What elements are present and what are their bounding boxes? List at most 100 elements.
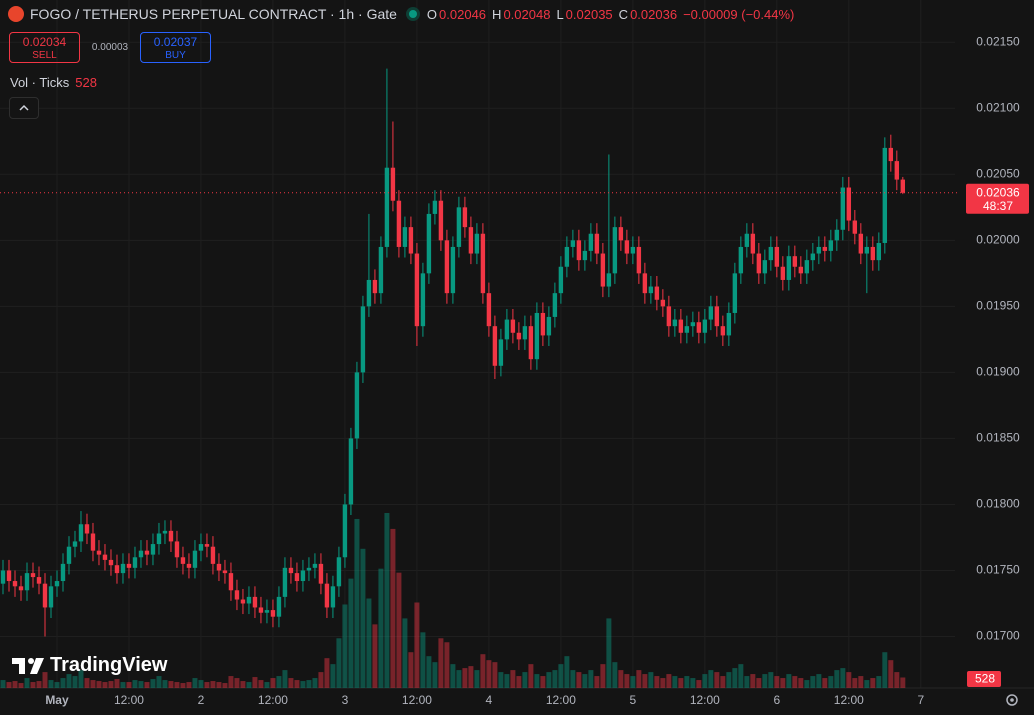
volume-bar — [318, 672, 324, 688]
watermark-icon — [12, 657, 44, 674]
volume-bar — [648, 672, 654, 688]
volume-bar — [606, 618, 612, 688]
volume-bar — [822, 678, 828, 688]
x-tick-label: 12:00 — [546, 693, 576, 707]
volume-bar — [582, 674, 588, 688]
volume-bar — [666, 674, 672, 688]
x-tick-label: 12:00 — [402, 693, 432, 707]
candle-body — [18, 586, 24, 591]
candle-body — [870, 246, 876, 261]
candle-body — [510, 319, 516, 333]
candle-body — [186, 563, 192, 568]
candle-body — [636, 246, 642, 274]
volume-bar — [180, 683, 186, 688]
l-label: L — [556, 6, 564, 22]
candle-body — [354, 372, 360, 439]
x-tick-label: 2 — [198, 693, 205, 707]
volume-tag-value: 528 — [975, 672, 995, 686]
candle-body — [144, 550, 150, 555]
candle-body — [654, 286, 660, 300]
candle-body — [612, 227, 618, 274]
candle-body — [258, 607, 264, 613]
candle-body — [414, 253, 420, 327]
volume-bar — [552, 670, 558, 688]
candle-body — [72, 541, 78, 547]
volume-bar — [396, 572, 402, 688]
x-tick-label: 12:00 — [114, 693, 144, 707]
volume-bar — [618, 670, 624, 688]
volume-tag — [967, 671, 1001, 687]
volume-bar — [894, 672, 900, 688]
y-tick-label: 0.02150 — [976, 34, 1020, 48]
candle-body — [276, 596, 282, 617]
candle-body — [66, 546, 72, 564]
buy-button[interactable]: 0.02037 BUY — [140, 32, 211, 63]
candle-body — [36, 577, 42, 584]
volume-bar — [72, 676, 78, 688]
x-tick-label: 7 — [917, 693, 924, 707]
volume-bar — [750, 674, 756, 688]
volume-bar — [36, 681, 42, 688]
volume-bar — [720, 676, 726, 688]
candle-body — [96, 550, 102, 555]
volume-bar — [390, 528, 396, 688]
candle-body — [48, 586, 54, 608]
candle-body — [852, 220, 858, 234]
volume-bar — [12, 681, 18, 688]
collapse-button[interactable] — [9, 97, 39, 119]
candle-body — [900, 179, 906, 193]
volume-bar — [282, 670, 288, 688]
volume-bar — [132, 680, 138, 688]
buy-price: 0.02037 — [153, 35, 198, 49]
candle-body — [468, 227, 474, 254]
candle-body — [312, 563, 318, 568]
candle-body — [492, 326, 498, 366]
volume-bar — [636, 670, 642, 688]
h-label: H — [492, 6, 502, 22]
volume-bar — [600, 664, 606, 688]
candle-body — [834, 229, 840, 241]
candle-body — [138, 550, 144, 558]
candle-body — [306, 567, 312, 571]
volume-bar — [702, 674, 708, 688]
candle-body — [672, 319, 678, 327]
volume-bar — [642, 674, 648, 688]
volume-name: Vol · Ticks — [10, 75, 70, 90]
candle-body — [696, 322, 702, 333]
candle-body — [204, 544, 210, 547]
candle-body — [240, 599, 246, 604]
market-status — [408, 10, 417, 18]
symbol-title[interactable]: FOGO / TETHERUS PERPETUAL CONTRACT · 1h … — [30, 6, 397, 22]
candle-body — [24, 573, 30, 591]
candle-body — [840, 187, 846, 230]
volume-bar — [804, 680, 810, 688]
volume-bar — [168, 681, 174, 688]
volume-bar — [384, 513, 390, 688]
candle-body — [846, 187, 852, 221]
y-tick-label: 0.01700 — [976, 629, 1020, 643]
candle-body — [462, 207, 468, 228]
candle-body — [864, 246, 870, 254]
volume-bar — [534, 674, 540, 688]
volume-bar — [660, 678, 666, 688]
sell-button[interactable]: 0.02034 SELL — [9, 32, 80, 63]
volume-bar — [138, 681, 144, 688]
x-tick-label: May — [45, 693, 69, 707]
candle-body — [300, 570, 306, 582]
candle-body — [126, 563, 132, 568]
settings-button[interactable] — [1006, 694, 1018, 706]
volume-bar — [678, 678, 684, 688]
candle-body — [756, 253, 762, 274]
candle-body — [378, 246, 384, 294]
x-tick-label: 6 — [773, 693, 780, 707]
candle-body — [342, 504, 348, 558]
volume-bar — [522, 672, 528, 688]
candle-body — [858, 233, 864, 254]
volume-bar — [330, 664, 336, 688]
candle-body — [192, 550, 198, 568]
candle-body — [108, 559, 114, 566]
candle-body — [288, 567, 294, 574]
volume-bar — [474, 670, 480, 688]
candle-body — [732, 273, 738, 313]
